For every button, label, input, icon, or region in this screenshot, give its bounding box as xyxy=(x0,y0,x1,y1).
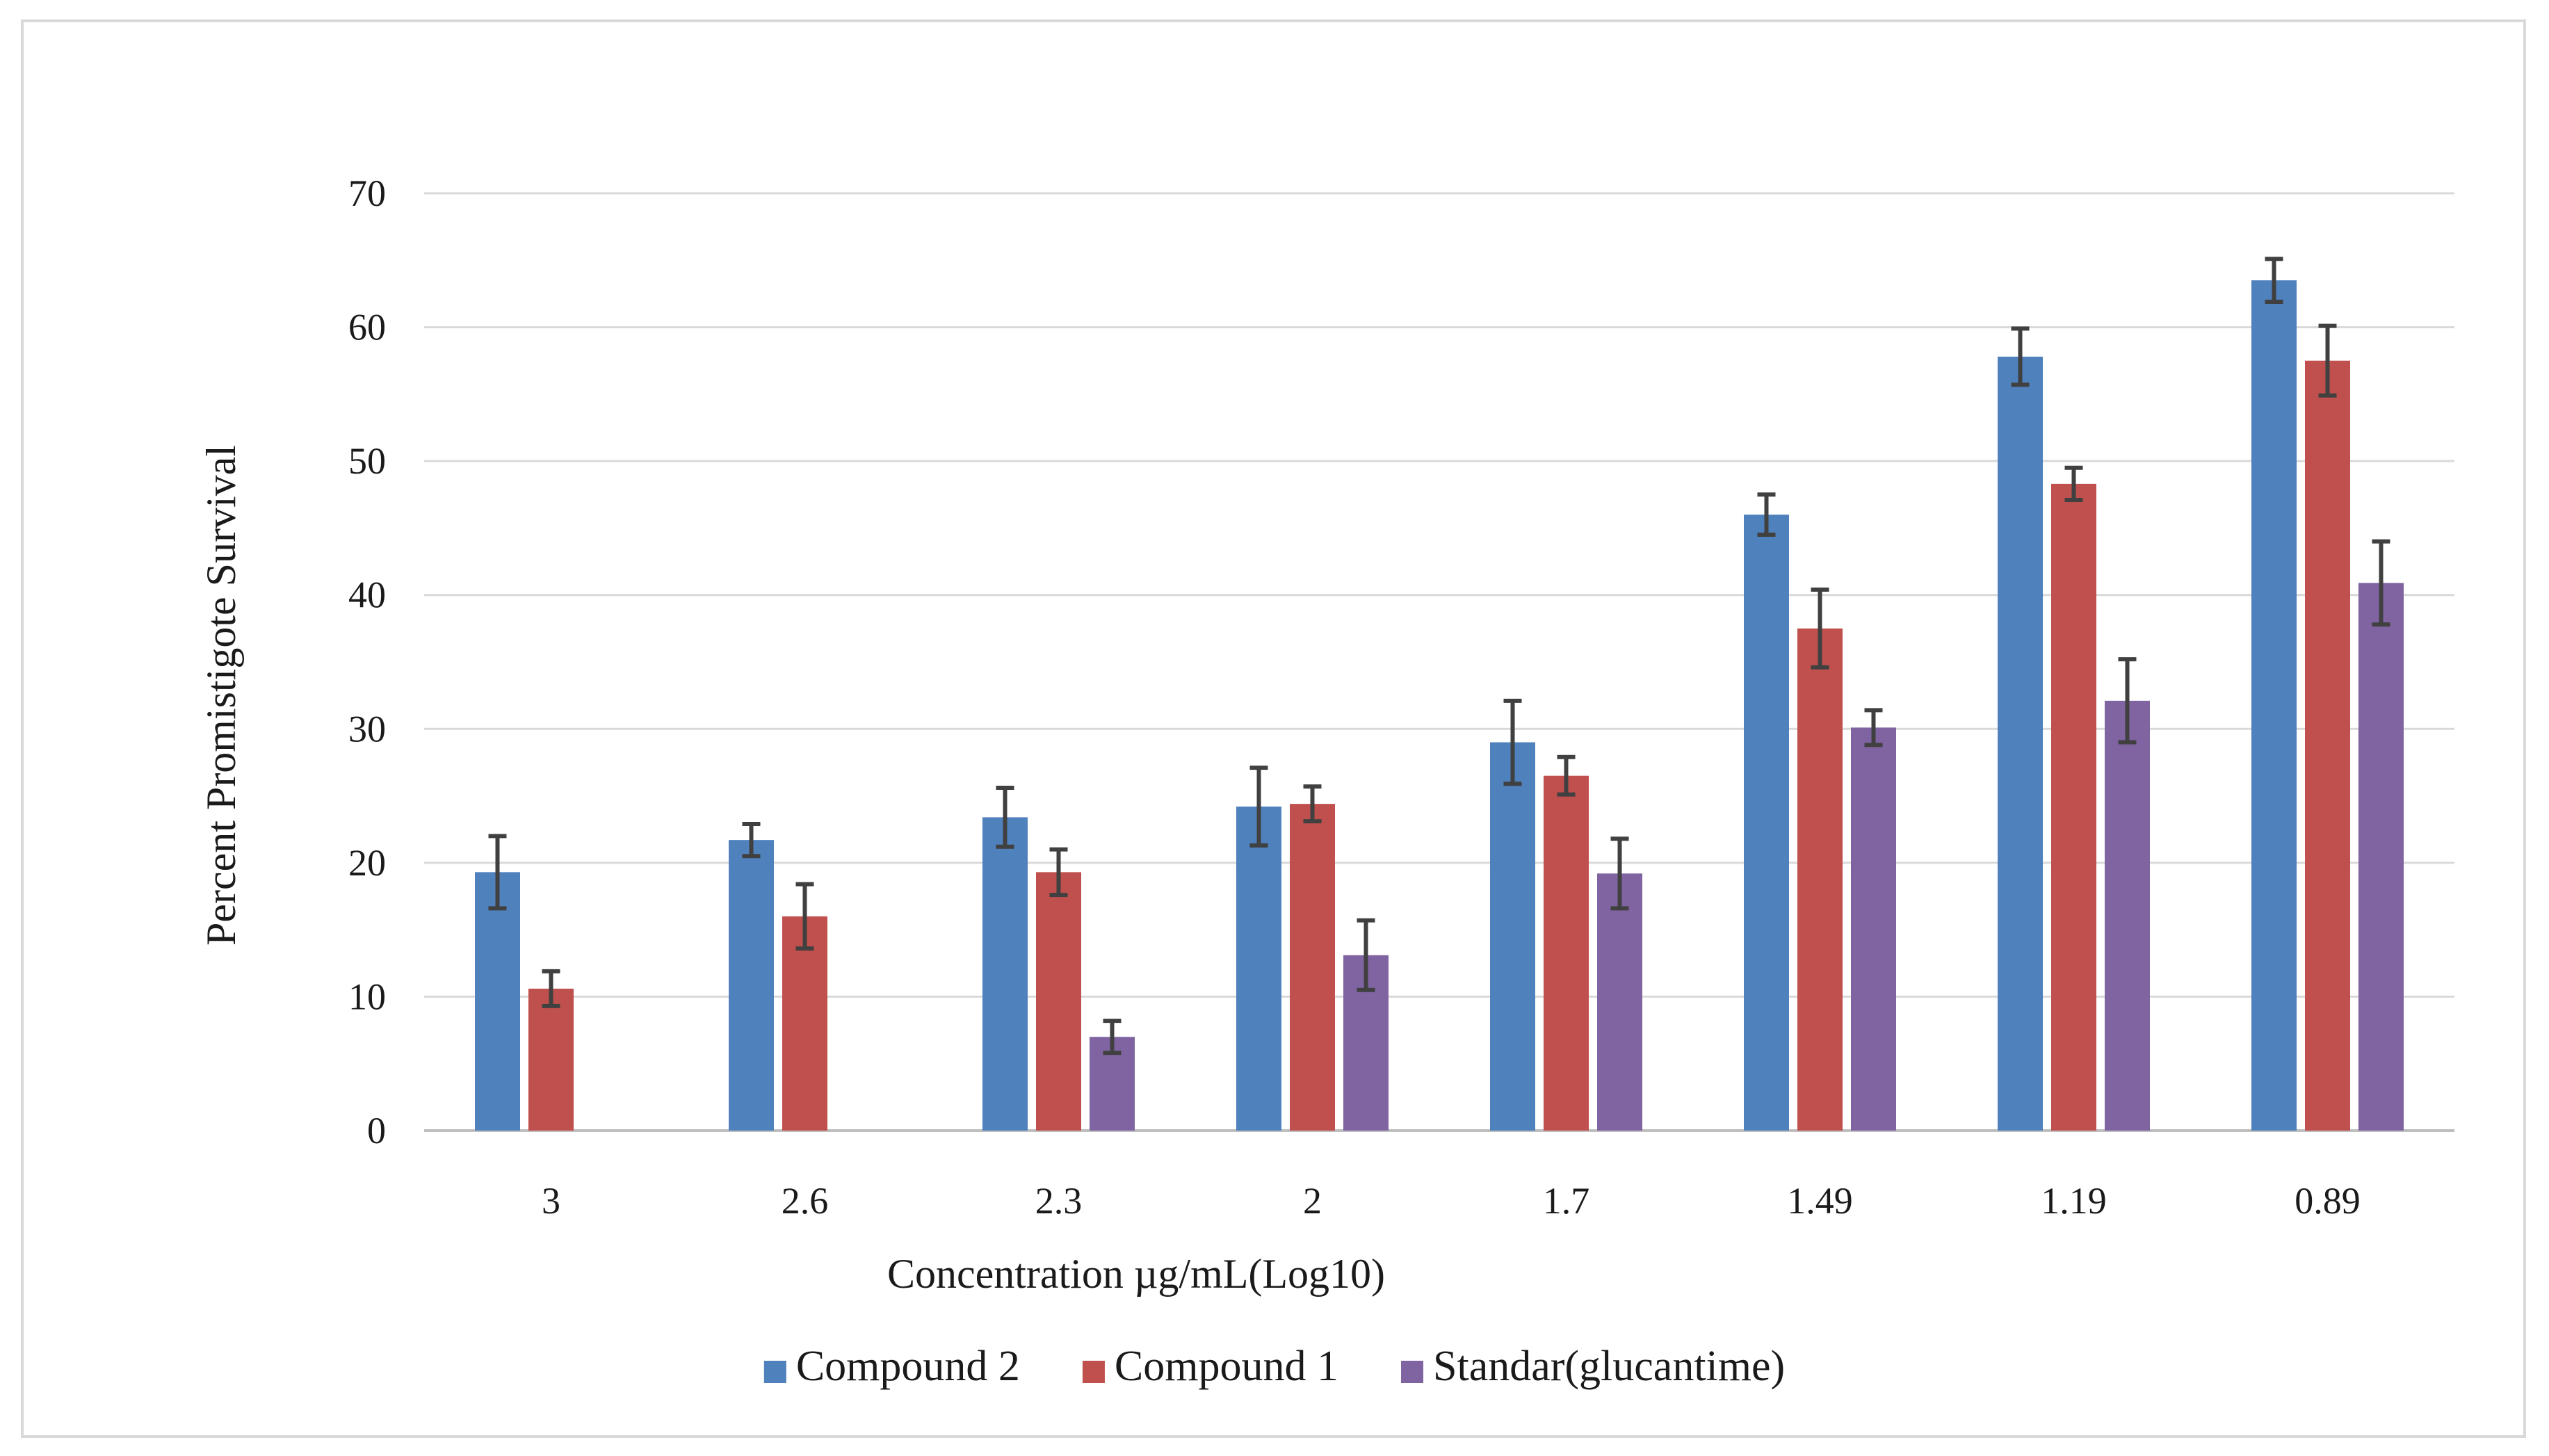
error-bar xyxy=(2118,657,2137,745)
legend-swatch xyxy=(763,1361,786,1383)
bar-compound-1 xyxy=(782,916,827,1131)
error-bars xyxy=(488,257,2390,1055)
bar-compound-2 xyxy=(1744,515,1789,1131)
error-bar xyxy=(2265,257,2283,304)
bar-compound-1 xyxy=(1797,628,1843,1131)
y-tick-label: 20 xyxy=(348,842,386,884)
error-bar xyxy=(2011,326,2030,387)
y-tick-label: 40 xyxy=(348,574,386,616)
error-bar xyxy=(488,834,507,911)
y-tick-label: 10 xyxy=(348,976,386,1017)
x-axis-title: Concentration µg/mL(Log10) xyxy=(887,1251,1385,1297)
legend-label: Compound 2 xyxy=(796,1343,1020,1390)
error-bar xyxy=(1303,784,1322,824)
y-tick-label: 60 xyxy=(348,307,386,348)
bar-compound-1 xyxy=(528,988,574,1131)
error-bar xyxy=(795,882,814,951)
bar-standar-glucantime xyxy=(1851,727,1896,1131)
legend-item: Compound 2 xyxy=(763,1343,1020,1390)
x-tick-label: 2.6 xyxy=(782,1180,829,1222)
y-tick-label: 70 xyxy=(348,172,386,214)
legend-item: Standar(glucantime) xyxy=(1401,1343,1785,1390)
bar-compound-2 xyxy=(1490,742,1535,1131)
bar-compound-2 xyxy=(1236,806,1281,1131)
y-axis-ticks: 0 10 20 30 40 50 60 70 xyxy=(348,172,386,1151)
y-tick-label: 30 xyxy=(348,708,386,750)
legend: Compound 2 Compound 1 Standar(glucantime) xyxy=(763,1343,1785,1390)
legend-swatch xyxy=(1401,1361,1424,1383)
error-bar xyxy=(2372,539,2390,627)
error-bar xyxy=(1357,918,1375,992)
error-bar xyxy=(1557,754,1576,797)
error-bar xyxy=(2318,323,2337,398)
x-tick-label: 1.7 xyxy=(1543,1180,1590,1222)
error-bar xyxy=(1103,1019,1122,1055)
error-bar xyxy=(1049,847,1068,898)
bar-compound-1 xyxy=(2051,483,2096,1131)
bar-compound-2 xyxy=(982,817,1028,1131)
y-axis-title: Percent Promistigote Survival xyxy=(198,445,244,946)
error-bar xyxy=(1864,708,1883,747)
bar-compound-1 xyxy=(2305,360,2350,1131)
bar-standar-glucantime xyxy=(1597,873,1642,1131)
bar-standar-glucantime xyxy=(2105,700,2150,1131)
error-bar xyxy=(996,786,1014,849)
x-tick-label: 3 xyxy=(542,1180,560,1222)
error-bar xyxy=(742,822,761,859)
bar-compound-2 xyxy=(2251,280,2297,1131)
bar-compound-2 xyxy=(1998,356,2043,1131)
x-tick-label: 1.49 xyxy=(1787,1180,1853,1222)
error-bar xyxy=(1811,588,1829,670)
y-tick-label: 50 xyxy=(348,440,386,482)
y-tick-label: 0 xyxy=(367,1110,386,1151)
legend-item: Compound 1 xyxy=(1082,1343,1338,1390)
x-tick-label: 0.89 xyxy=(2295,1180,2361,1222)
legend-label: Standar(glucantime) xyxy=(1433,1343,1785,1390)
bar-compound-2 xyxy=(475,872,520,1131)
x-tick-label: 2 xyxy=(1303,1180,1322,1222)
x-axis-ticks: 3 2.6 2.3 2 1.7 1.49 1.19 0.89 xyxy=(542,1180,2361,1222)
bar-compound-1 xyxy=(1036,872,1081,1131)
legend-label: Compound 1 xyxy=(1115,1343,1338,1390)
bar-standar-glucantime xyxy=(2358,583,2404,1131)
error-bar xyxy=(1610,836,1629,911)
bar-compound-1 xyxy=(1290,804,1335,1131)
legend-swatch xyxy=(1082,1361,1105,1383)
error-bar xyxy=(1249,766,1268,848)
x-tick-label: 1.19 xyxy=(2041,1180,2107,1222)
bar-compound-2 xyxy=(729,840,774,1131)
error-bar xyxy=(542,969,560,1008)
bars xyxy=(475,280,2404,1131)
x-tick-label: 2.3 xyxy=(1035,1180,1083,1222)
bar-compound-1 xyxy=(1544,775,1589,1131)
error-bar xyxy=(2064,465,2083,502)
error-bar xyxy=(1757,492,1776,537)
error-bar xyxy=(1503,698,1522,786)
